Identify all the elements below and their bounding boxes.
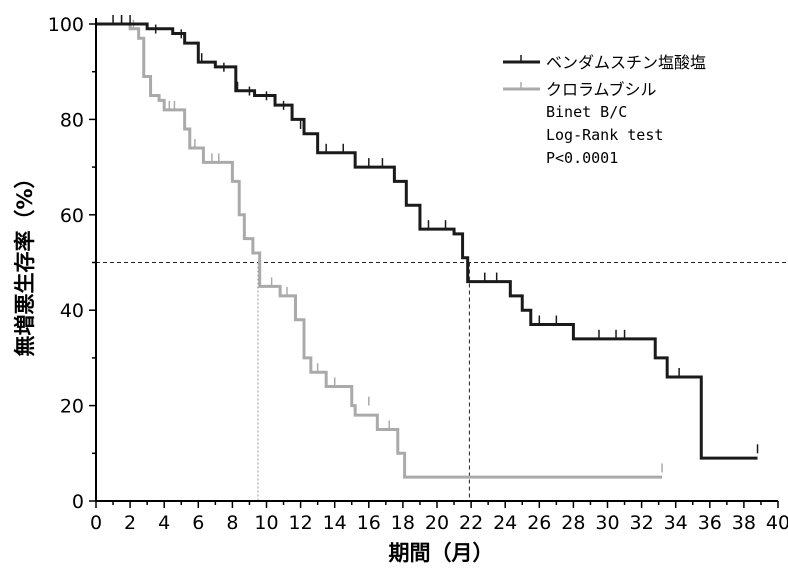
x-tick-label: 32 (630, 512, 654, 534)
series-group (96, 15, 759, 479)
x-tick-label: 0 (90, 512, 102, 534)
x-tick-label: 30 (595, 512, 619, 534)
x-tick-label: 12 (289, 512, 313, 534)
y-tick-label: 100 (48, 14, 84, 36)
x-tick-label: 18 (391, 512, 415, 534)
x-tick-label: 22 (459, 512, 483, 534)
annotation-pvalue: P<0.0001 (546, 149, 618, 167)
x-tick-label: 36 (698, 512, 722, 534)
x-tick-label: 24 (493, 512, 517, 534)
legend: ベンダムスチン塩酸塩 クロラムブシル (503, 53, 706, 99)
x-tick-label: 10 (254, 512, 278, 534)
legend-label-bendamustine: ベンダムスチン塩酸塩 (546, 53, 706, 72)
y-tick-label: 20 (60, 396, 84, 418)
survival-curve-0 (96, 22, 758, 460)
annotation-logrank: Log-Rank test (546, 126, 663, 144)
x-tick-label: 28 (561, 512, 585, 534)
x-tick-label: 6 (192, 512, 204, 534)
y-axis-title: 無増悪生存率（%） (13, 167, 37, 356)
y-tick-label: 80 (60, 109, 84, 131)
reference-lines (96, 262, 786, 501)
y-axis-ticks: 0 20 40 60 80 100 (48, 14, 96, 513)
series-0 (96, 15, 759, 460)
x-tick-label: 14 (323, 512, 347, 534)
x-tick-label: 20 (425, 512, 449, 534)
x-axis-title: 期間（月） (389, 541, 494, 565)
x-tick-label: 16 (357, 512, 381, 534)
annotation-binet: Binet B/C (546, 103, 627, 121)
series-1 (96, 15, 663, 479)
y-tick-label: 60 (60, 205, 84, 227)
survival-curve-1 (96, 22, 663, 479)
x-tick-label: 8 (226, 512, 238, 534)
x-tick-label: 40 (766, 512, 788, 534)
axes (95, 18, 778, 502)
x-axis-ticks: 0 2 4 6 8 10 12 14 16 18 20 22 24 26 28 30 32 34 36 38 40 (90, 501, 788, 534)
x-tick-label: 38 (732, 512, 756, 534)
x-tick-label: 4 (158, 512, 170, 534)
x-tick-label: 34 (664, 512, 688, 534)
x-tick-label: 2 (124, 512, 136, 534)
x-tick-label: 26 (527, 512, 551, 534)
legend-label-chlorambucil: クロラムブシル (546, 80, 657, 99)
y-tick-label: 40 (60, 300, 84, 322)
y-tick-label: 0 (72, 491, 84, 513)
